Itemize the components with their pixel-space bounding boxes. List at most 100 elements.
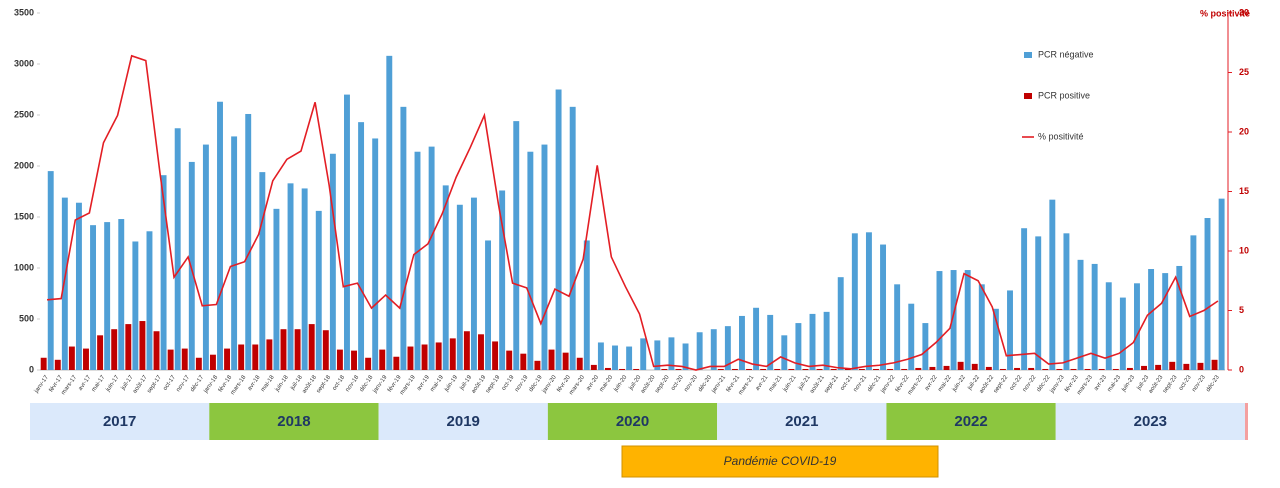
bar (61, 197, 68, 370)
bar (68, 346, 75, 370)
bar (435, 342, 442, 370)
bar (97, 335, 104, 370)
bar (619, 368, 626, 370)
bar (132, 241, 139, 370)
bar (887, 368, 894, 370)
y-tick-label: 500 (19, 313, 34, 323)
bar (1035, 236, 1042, 370)
bar (626, 346, 633, 370)
bar (753, 307, 760, 370)
bar (1183, 363, 1190, 370)
bar (1091, 263, 1098, 370)
bar (400, 106, 407, 370)
x-tick-label: mai-18 (260, 374, 276, 393)
bar (118, 219, 125, 370)
year-label: 2021 (785, 413, 818, 430)
x-tick-label: janv-17 (33, 374, 50, 395)
bar (1162, 273, 1169, 370)
bar (710, 329, 717, 370)
bar (1112, 368, 1119, 370)
x-tick-label: janv-20 (541, 374, 558, 395)
bar (174, 128, 181, 370)
y2-tick-label: 30 (1239, 7, 1249, 17)
bar (1105, 282, 1112, 370)
bar (583, 240, 590, 370)
bar (809, 313, 816, 370)
bar (802, 368, 809, 370)
bar (767, 314, 774, 370)
x-tick-label: sept-20 (654, 374, 671, 394)
x-tick-label: mars-22 (907, 374, 925, 396)
year-band (30, 403, 210, 440)
year-band (1055, 403, 1245, 440)
y2-tick-label: 25 (1239, 67, 1249, 77)
y-tick-label: 1000 (14, 262, 34, 272)
x-tick-label: mai-23 (1107, 374, 1123, 393)
bar (999, 368, 1006, 370)
bar (858, 368, 865, 370)
year-band (547, 403, 718, 440)
bar (612, 345, 618, 370)
bar (739, 315, 745, 370)
bar (731, 368, 738, 370)
bar (1042, 368, 1049, 370)
bar (633, 368, 640, 370)
y2-tick-label: 15 (1239, 186, 1249, 196)
y-tick-label: 2000 (14, 160, 34, 170)
y2-tick-label: 0 (1239, 364, 1244, 374)
bar (908, 303, 915, 370)
bar (844, 368, 851, 370)
bar (985, 366, 992, 370)
bar (238, 344, 245, 370)
bar (75, 202, 82, 370)
legend-swatch (1024, 52, 1032, 58)
bar (1218, 198, 1225, 370)
year-edge (1245, 403, 1248, 440)
bar (125, 324, 132, 370)
bar (153, 331, 160, 370)
y2-tick-label: 10 (1239, 245, 1249, 255)
bar (336, 349, 343, 370)
bar (372, 138, 379, 370)
bar (280, 329, 287, 370)
bar (1197, 362, 1204, 370)
bar (1176, 265, 1183, 370)
bar (724, 326, 731, 370)
bar (562, 352, 569, 370)
bar (576, 357, 583, 370)
x-tick-label: mars-19 (399, 374, 417, 396)
year-band (378, 403, 548, 440)
bar (1126, 367, 1133, 370)
x-tick-label: sept-22 (993, 374, 1010, 394)
year-label: 2017 (103, 413, 136, 430)
x-tick-label: janv-23 (1049, 374, 1066, 395)
bar (513, 121, 520, 371)
bar (506, 350, 513, 370)
bar (1211, 359, 1218, 370)
bar (167, 349, 174, 370)
bar (146, 231, 153, 370)
bar (470, 197, 477, 370)
bar (414, 151, 421, 370)
x-tick-label: juin-17 (105, 374, 121, 394)
x-tick-label: sept-18 (316, 374, 333, 394)
x-tick-label: sept-23 (1162, 374, 1179, 394)
year-band (886, 403, 1056, 440)
bar (1141, 365, 1147, 370)
bar (1056, 368, 1063, 370)
bar (1021, 228, 1028, 370)
x-tick-label: janv-22 (880, 374, 897, 395)
bar (604, 367, 611, 370)
x-tick-label: juin-22 (951, 374, 967, 394)
bar (851, 233, 858, 370)
bar (442, 185, 449, 370)
bar (329, 153, 336, 370)
bar (816, 368, 823, 370)
bar (344, 94, 350, 370)
bar (259, 172, 266, 370)
bar (188, 161, 195, 370)
bar (668, 337, 675, 370)
bar (1169, 361, 1176, 370)
x-tick-label: janv-19 (372, 374, 389, 395)
line (46, 54, 1219, 371)
